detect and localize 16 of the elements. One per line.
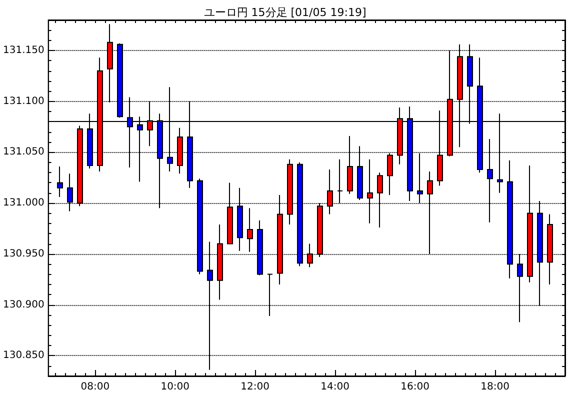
- x-tick-label: 08:00: [80, 382, 110, 392]
- y-tick-label: 130.900: [2, 299, 44, 310]
- x-tick-label: 14:00: [320, 382, 350, 392]
- y-tick-label: 130.950: [2, 248, 44, 260]
- x-tick-label: 16:00: [400, 382, 430, 392]
- chart-title: ユーロ円 15分足 [01/05 19:19]: [204, 6, 366, 19]
- x-tick-label: 12:00: [240, 382, 270, 392]
- candlestick: [247, 208, 253, 252]
- y-tick-label: 131.100: [2, 96, 44, 107]
- x-tick-label: 18:00: [480, 382, 510, 392]
- y-tick-label: 130.850: [2, 350, 44, 362]
- candlestick: [57, 166, 63, 198]
- y-tick-label: 131.050: [2, 146, 44, 158]
- y-tick-label: 131.150: [2, 45, 44, 56]
- x-tick-label: 10:00: [160, 382, 190, 392]
- y-tick-label: 131.000: [2, 198, 44, 209]
